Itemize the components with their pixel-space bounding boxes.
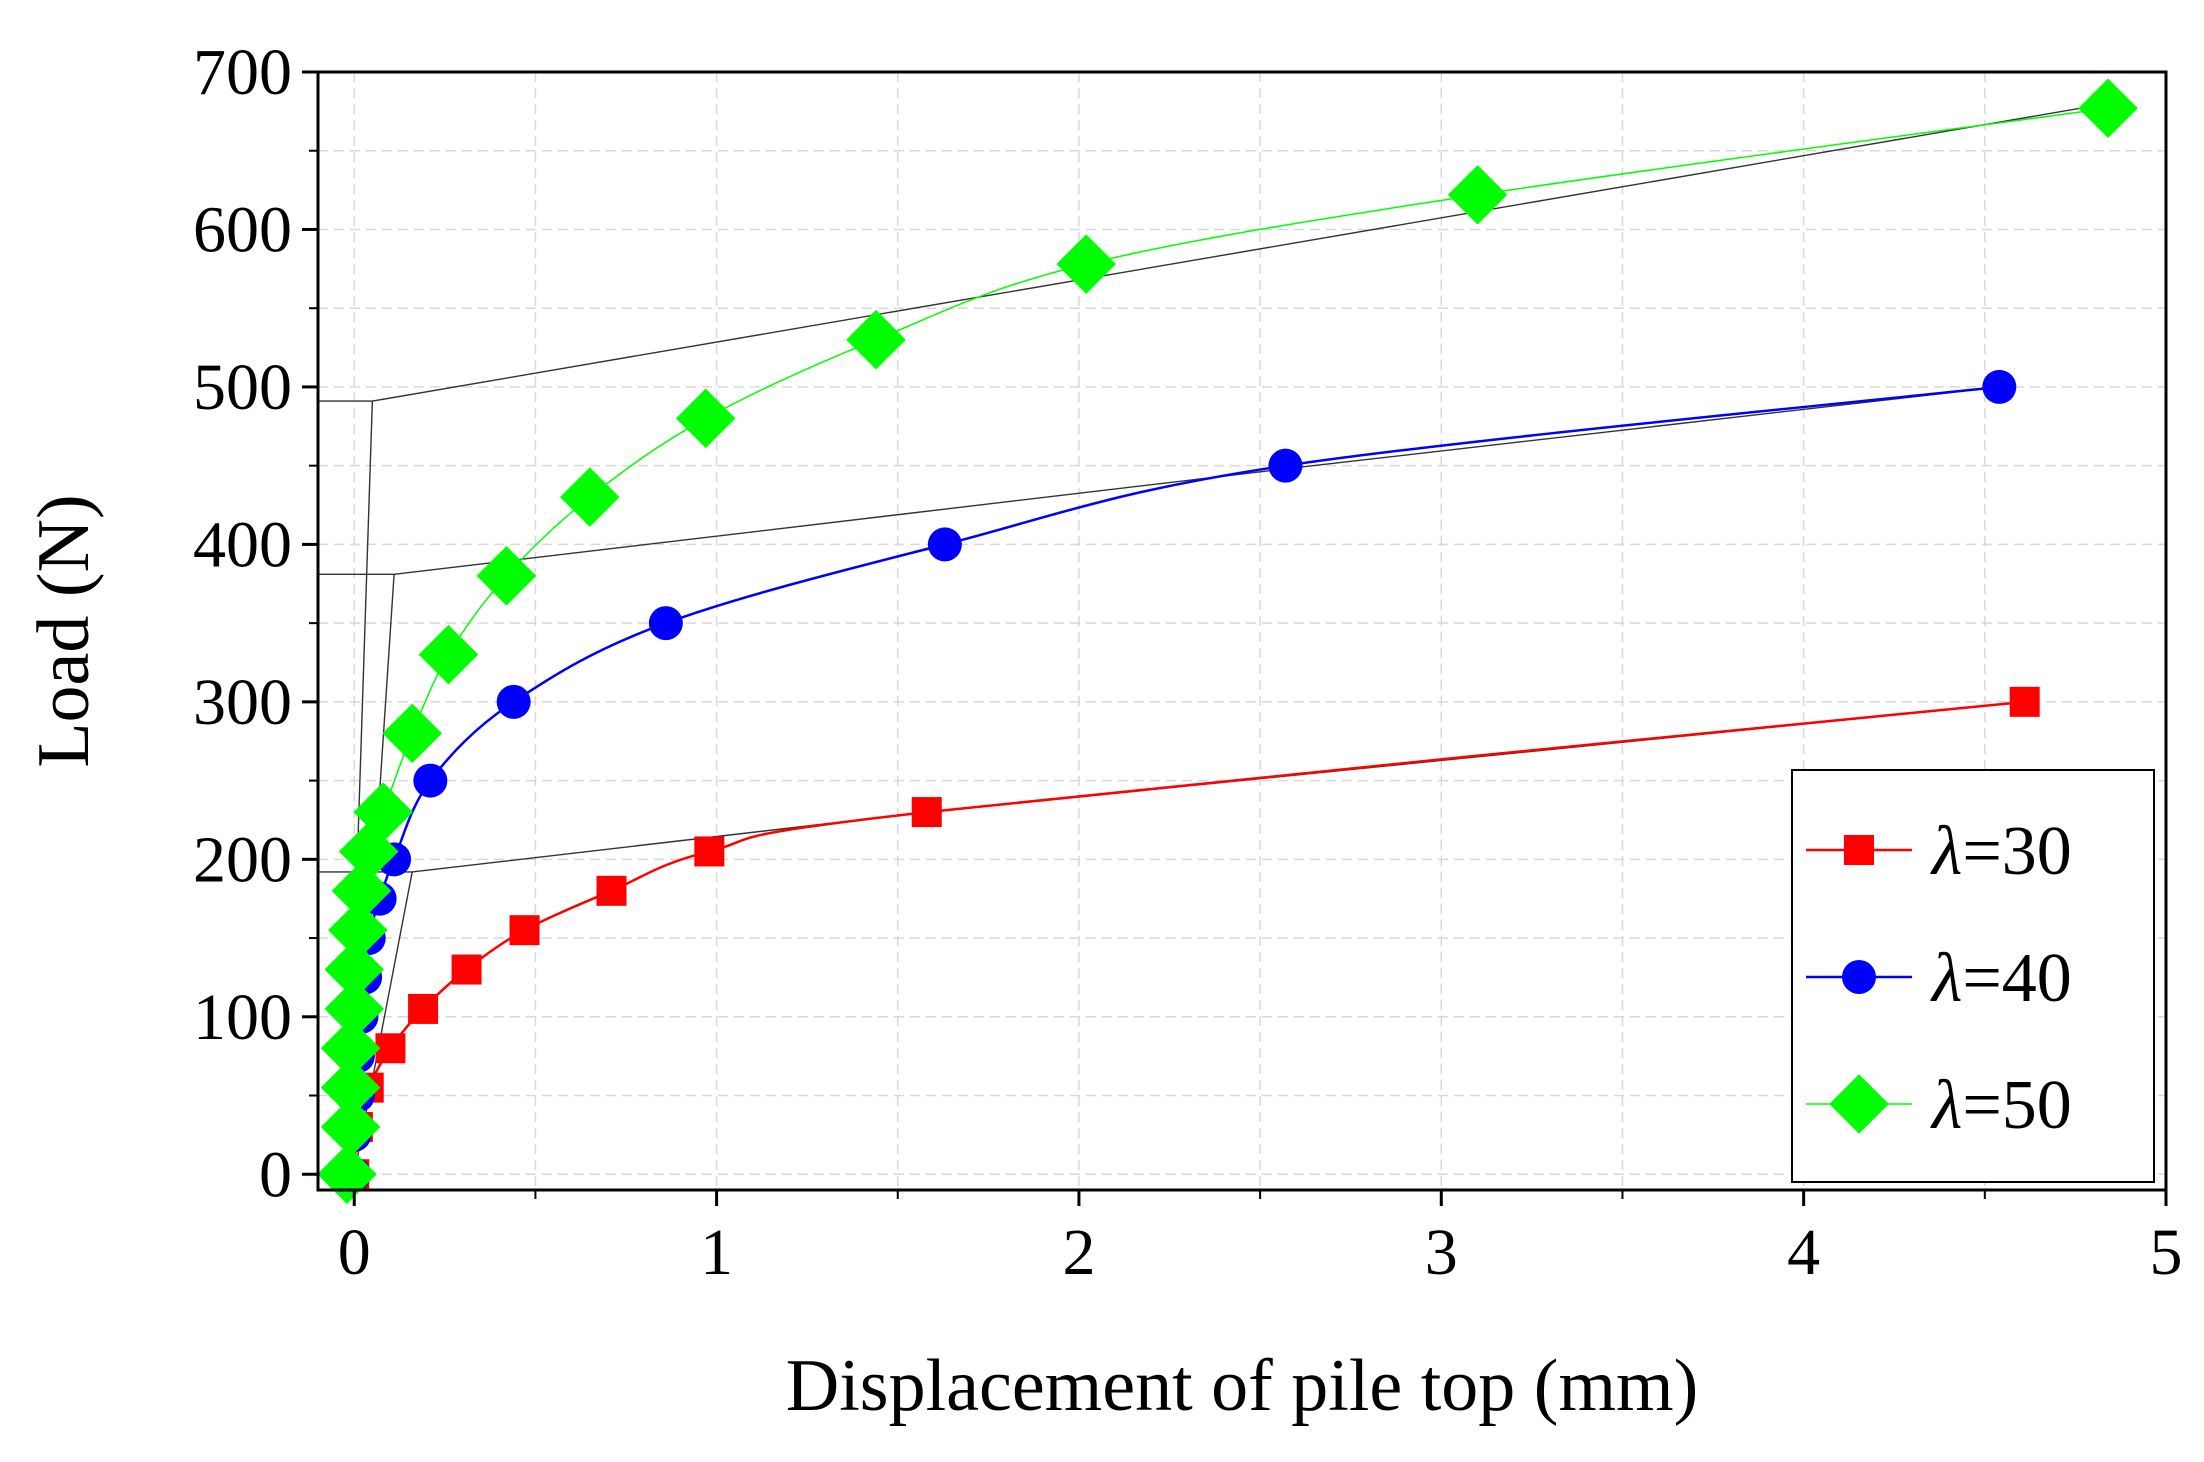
- legend-value: =50: [1962, 1067, 2071, 1144]
- legend-marker: [1829, 1074, 1889, 1134]
- legend-value: =30: [1962, 813, 2071, 890]
- data-point: [648, 606, 683, 641]
- data-point: [846, 309, 906, 370]
- data-point: [382, 703, 442, 764]
- y-tick-label: 700: [193, 36, 292, 109]
- legend-lambda: λ: [1930, 940, 1962, 1017]
- data-point: [476, 546, 537, 606]
- tangent-line: [412, 701, 2025, 873]
- data-point: [324, 939, 384, 1000]
- plot-frame: [316, 70, 2168, 1192]
- data-point: [408, 993, 439, 1024]
- data-point: [413, 763, 448, 798]
- y-tick-label: 500: [193, 351, 292, 424]
- legend-label: λ=30: [1930, 813, 2072, 890]
- legend: λ=30λ=40λ=50: [1791, 769, 2155, 1183]
- legend-marker: [1842, 960, 1876, 994]
- data-point: [320, 1097, 381, 1157]
- series-layer: [317, 78, 2138, 1205]
- data-point: [2078, 78, 2138, 138]
- y-axis-title: Load (N): [23, 494, 105, 767]
- data-point: [317, 1144, 377, 1205]
- tangent-line: [372, 102, 2109, 402]
- data-point: [1056, 234, 1116, 294]
- data-point: [324, 979, 384, 1039]
- data-point: [2009, 686, 2040, 717]
- x-tick-label: 3: [1425, 1216, 1458, 1289]
- data-point: [694, 836, 725, 867]
- y-tick-label: 100: [193, 981, 292, 1054]
- data-point: [927, 527, 962, 562]
- data-point: [328, 900, 388, 960]
- axes: 0 1 2 3 4 5 0 100 200 300 400 500 600 700: [193, 36, 2183, 1289]
- y-tick-label: 400: [193, 508, 292, 581]
- data-point: [560, 467, 620, 527]
- data-point: [509, 915, 540, 946]
- y-tick-label: 300: [193, 666, 292, 739]
- x-tick-label: 4: [1787, 1216, 1820, 1289]
- y-tick-label: 200: [193, 823, 292, 896]
- data-point: [320, 1057, 381, 1118]
- data-point: [375, 1033, 406, 1064]
- data-point: [911, 797, 942, 828]
- data-point: [331, 861, 392, 921]
- y-tick-label: 600: [193, 193, 292, 266]
- data-point: [496, 684, 531, 719]
- y-tick-label: 0: [259, 1138, 292, 1211]
- x-tick-label: 2: [1062, 1216, 1095, 1289]
- legend-value: =40: [1962, 940, 2071, 1017]
- data-point: [675, 388, 736, 449]
- x-tick-label: 1: [700, 1216, 733, 1289]
- legend-lambda: λ: [1930, 813, 1962, 890]
- data-point: [1268, 448, 1303, 483]
- data-point: [320, 1018, 381, 1079]
- series-2: [317, 78, 2138, 1205]
- x-tick-label: 5: [2150, 1216, 2183, 1289]
- x-tick-label: 0: [338, 1216, 371, 1289]
- data-point: [451, 954, 482, 985]
- legend-label: λ=50: [1930, 1067, 2072, 1144]
- legend-item: λ=30: [1806, 813, 2072, 890]
- x-axis-title: Displacement of pile top (mm): [786, 1345, 1698, 1427]
- legend-label: λ=40: [1930, 940, 2072, 1017]
- legend-marker: [1844, 835, 1874, 865]
- legend-lambda: λ: [1930, 1067, 1962, 1144]
- data-point: [418, 624, 479, 685]
- legend-item: λ=40: [1806, 940, 2072, 1017]
- data-point: [596, 875, 627, 906]
- legend-item: λ=50: [1806, 1067, 2072, 1144]
- data-point: [1447, 165, 1508, 225]
- data-point: [1982, 369, 2017, 404]
- data-point: [353, 782, 413, 842]
